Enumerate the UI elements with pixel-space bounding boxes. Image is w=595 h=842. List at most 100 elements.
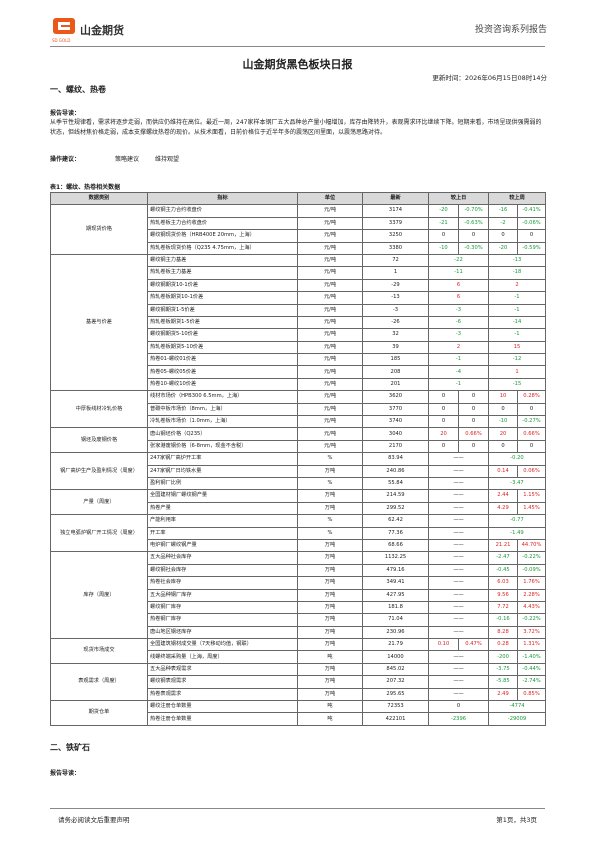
table-cell: 万吨 [297, 662, 363, 677]
table-cell: -0.06% [517, 216, 547, 231]
table-cell: 3.72% [517, 625, 547, 640]
table-cell: 0 [428, 402, 459, 417]
table-cell: —— [427, 613, 490, 627]
table-cell: -22 [427, 253, 490, 268]
table-cell: 240.86 [362, 464, 429, 479]
table-cell: 唐山地区钢坯库存 [147, 625, 298, 640]
table-cell: —— [427, 600, 490, 615]
table-cell: 1132.25 [362, 551, 429, 565]
table-cell: 6 [427, 278, 490, 293]
table-cell: 14000 [362, 650, 429, 664]
table-cell: 427.95 [362, 588, 429, 602]
table-cell: 3250 [362, 229, 429, 243]
header-cell: 数据类别 [50, 191, 148, 206]
table-cell: 0 [457, 229, 490, 243]
table-cell: 盈利钢厂比例 [147, 476, 298, 491]
logo-sub: SD GOLD [52, 38, 71, 43]
table-cell: -0.70% [457, 204, 490, 218]
table-cell: 冷轧卷板市场价（1.0mm，上海） [147, 415, 298, 429]
table-cell: —— [427, 501, 490, 516]
table-cell: 0 [428, 439, 459, 454]
table-cell: 螺纹钢社会库存 [147, 563, 298, 578]
table-cell: 0 [428, 229, 459, 243]
table-cell: 产量（周度） [50, 489, 148, 516]
table-cell: 21.79 [362, 638, 429, 652]
header-cell: 指标 [147, 191, 298, 206]
table-cell: 万吨 [297, 538, 363, 553]
table-cell: -16 [488, 204, 519, 218]
table-cell: -15 [488, 377, 547, 392]
table-cell: 0 [428, 390, 459, 404]
table-cell: 热卷10-螺纹10价差 [147, 377, 298, 392]
table-cell: -0.63% [457, 216, 490, 231]
table-cell: —— [427, 675, 490, 689]
table-cell: 349.41 [362, 576, 429, 590]
table-cell: -10 [488, 415, 519, 429]
table-cell: 热卷钢厂库存 [147, 613, 298, 627]
table-cell: 185 [362, 353, 429, 367]
table-cell: 螺纹注册仓单数量 [147, 699, 298, 714]
table-cell: 3740 [362, 415, 429, 429]
table-cell: 39 [362, 340, 429, 355]
header-cell: 较上周 [488, 191, 547, 206]
table-cell: 479.16 [362, 563, 429, 578]
table-cell: 68.66 [362, 538, 429, 553]
table-cell: 万吨 [297, 675, 363, 689]
table-cell: 3380 [362, 241, 429, 255]
table-cell: 0 [517, 402, 547, 417]
section-heading: 一、螺纹、热卷 [50, 85, 106, 94]
table-cell: 线材市场价（HPB300 6.5mm，上海） [147, 390, 298, 404]
table-cell: -0.27% [517, 415, 547, 429]
table-cell: 产能利用率 [147, 514, 298, 528]
table-cell: -1 [427, 353, 490, 367]
table-cell: 万吨 [297, 489, 363, 503]
guide-text: 从季节性规律看，需求将逐步走弱，而供应仍维持在高位。最近一周，247家样本钢厂五… [50, 119, 542, 136]
table-cell: 全国建材钢厂螺纹钢产量 [147, 489, 298, 503]
table-cell: 8.28 [488, 625, 519, 640]
table-cell: -29 [362, 278, 429, 293]
series: 投资咨询系列报告 [474, 25, 547, 35]
table-cell: 热卷表观需求 [147, 687, 298, 702]
table-cell: 0.66% [517, 427, 547, 441]
table-cell: -11 [427, 266, 490, 280]
page-number: 第1页，共3页 [496, 816, 537, 824]
table-cell: -0.41% [517, 204, 547, 218]
table-cell: 元/吨 [297, 291, 363, 305]
table-cell: -1.40% [517, 650, 547, 664]
table-cell: -3 [427, 328, 490, 342]
logo-icon [53, 18, 75, 34]
table-cell: 9.56 [488, 588, 519, 602]
table-cell: 元/吨 [297, 415, 363, 429]
table-cell: 77.36 [362, 526, 429, 540]
op-label: 操作建议： [50, 156, 81, 163]
table-cell: 普碳中板市场价（8mm，上海） [147, 402, 298, 417]
table-cell: 1 [488, 365, 547, 379]
table-cell: 五大品种钢厂库存 [147, 588, 298, 602]
table-cell: -0.59% [517, 241, 547, 255]
table-cell: 电炉钢厂螺纹钢产量 [147, 538, 298, 553]
table-cell: 元/吨 [297, 427, 363, 441]
table-cell: 万吨 [297, 551, 363, 565]
table-cell: 3770 [362, 402, 429, 417]
table-cell: 0.06% [517, 464, 547, 479]
table-cell: 元/吨 [297, 229, 363, 243]
table-cell: 3040 [362, 427, 429, 441]
table-cell: -0.22% [517, 613, 547, 627]
table-cell: -13 [362, 291, 429, 305]
table-cell: —— [427, 551, 490, 565]
table-cell: 299.52 [362, 501, 429, 516]
table-cell: -1 [427, 377, 490, 392]
table-cell: -1 [488, 328, 547, 342]
table-cell: 10 [488, 390, 519, 404]
table-cell: 热卷01-螺纹01价差 [147, 353, 298, 367]
table-cell: 全国建筑钢材成交量（7天移动均值，钢联） [147, 638, 298, 652]
table-cell: —— [427, 625, 490, 640]
table-cell: 62.42 [362, 514, 429, 528]
table-cell: -2396 [427, 712, 490, 726]
table-cell: 201 [362, 377, 429, 392]
table-cell: 44.70% [517, 538, 547, 553]
table-cell: 0.85% [517, 687, 547, 702]
table-cell: 元/吨 [297, 402, 363, 417]
table-cell: 五大品种社会库存 [147, 551, 298, 565]
table-cell: % [297, 476, 363, 491]
